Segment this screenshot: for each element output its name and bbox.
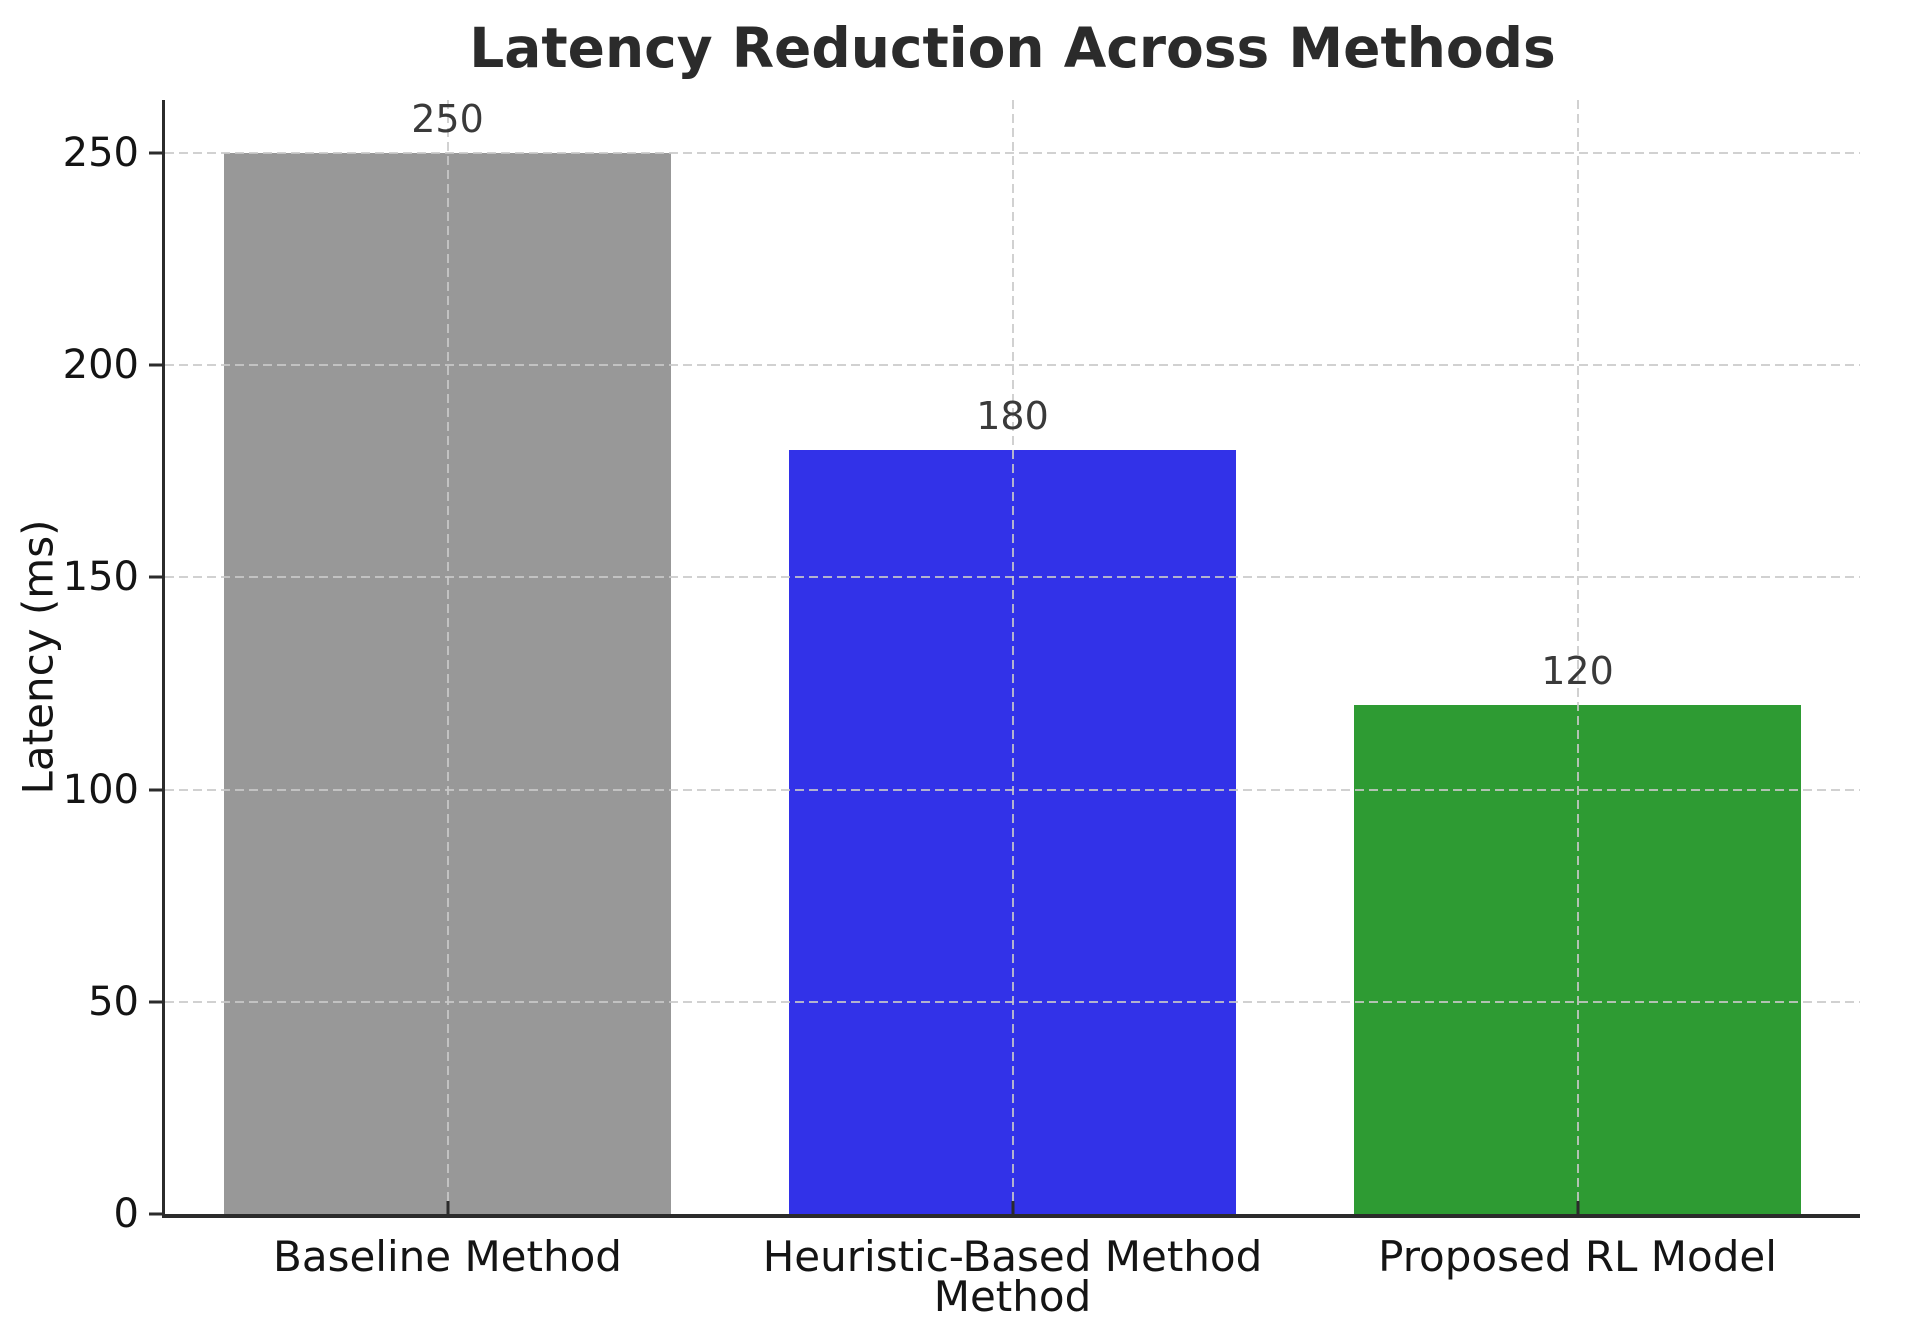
- y-axis-label: Latency (ms): [13, 519, 63, 795]
- y-tick-label: 200: [62, 342, 139, 389]
- x-tick-mark: [446, 1201, 449, 1214]
- y-tick-label: 150: [62, 554, 139, 601]
- bar-value-label: 120: [1541, 648, 1614, 693]
- y-tick-label: 50: [88, 978, 139, 1025]
- y-tick-label: 100: [62, 766, 139, 813]
- bar-value-label: 180: [976, 394, 1049, 439]
- bar-value-label: 250: [411, 97, 484, 142]
- y-tick-mark: [149, 575, 162, 579]
- gridline-vertical: [1576, 100, 1579, 1214]
- gridline-vertical: [446, 100, 449, 1214]
- x-axis-label: Method: [933, 1272, 1092, 1321]
- chart-title: Latency Reduction Across Methods: [469, 16, 1556, 80]
- y-tick-mark: [149, 1000, 162, 1004]
- y-tick-mark: [149, 151, 162, 155]
- gridline-vertical: [1011, 100, 1014, 1214]
- x-tick-label: Heuristic-Based Method: [762, 1232, 1263, 1281]
- x-tick-mark: [1011, 1201, 1014, 1214]
- y-tick-mark: [149, 1212, 162, 1216]
- x-tick-label: Proposed RL Model: [1378, 1232, 1777, 1281]
- y-tick-label: 0: [113, 1191, 139, 1237]
- y-axis-line: [162, 100, 165, 1218]
- y-tick-mark: [149, 788, 162, 792]
- y-tick-label: 250: [62, 130, 139, 177]
- y-tick-mark: [149, 363, 162, 367]
- x-tick-label: Baseline Method: [273, 1232, 622, 1281]
- x-tick-mark: [1576, 1201, 1579, 1214]
- x-axis-line: [162, 1214, 1860, 1218]
- plot-area: 0 50 100 150 200 250 250 Baseline Method 180 Heur…: [63, 97, 1860, 1281]
